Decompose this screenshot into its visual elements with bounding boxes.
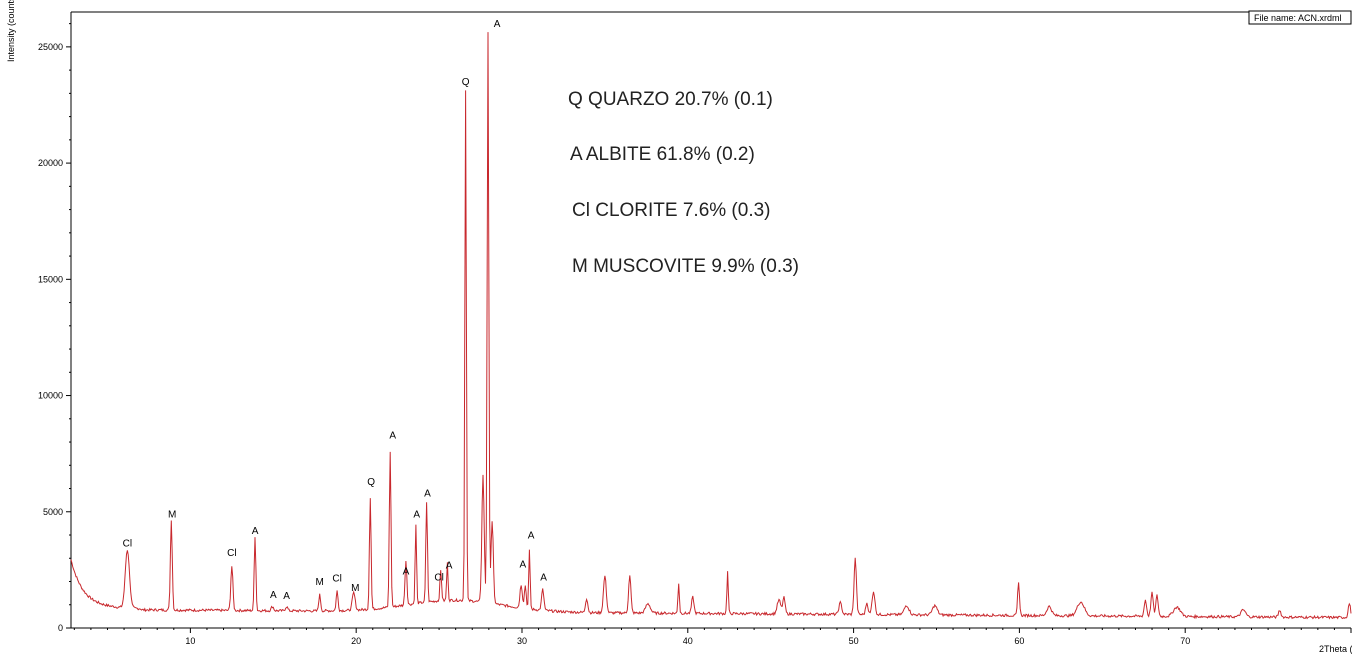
peak-label: M bbox=[316, 577, 324, 588]
peak-label: Cl bbox=[332, 574, 341, 585]
legend-entry: Cl CLORITE 7.6% (0.3) bbox=[572, 200, 771, 221]
y-tick-label: 5000 bbox=[43, 507, 63, 517]
axes: 0 5000 10000 15000 20000 25000 10 20 30 40 50 60 70 bbox=[38, 11, 1352, 646]
peak-label: M bbox=[351, 583, 359, 594]
peak-label: Q bbox=[462, 77, 470, 88]
legend-entry: A ALBITE 61.8% (0.2) bbox=[570, 144, 755, 165]
x-tick-label: 50 bbox=[849, 636, 859, 646]
peak-label: A bbox=[403, 567, 410, 578]
y-tick-label: 25000 bbox=[38, 42, 63, 52]
x-tick-label: 30 bbox=[517, 636, 527, 646]
plot-area bbox=[70, 32, 1352, 620]
diffraction-line bbox=[70, 32, 1352, 620]
x-tick-label: 40 bbox=[683, 636, 693, 646]
x-axis-label: 2Theta (°) bbox=[1319, 644, 1352, 654]
peak-label: Cl bbox=[227, 548, 236, 559]
peak-label: A bbox=[424, 489, 431, 500]
legend-entry: M MUSCOVITE 9.9% (0.3) bbox=[572, 256, 799, 277]
peak-label: A bbox=[413, 510, 420, 521]
y-axis-label: Intensity (counts) bbox=[6, 0, 16, 62]
file-name: File name: ACN.xrdml bbox=[1254, 13, 1342, 23]
peak-label: A bbox=[519, 560, 526, 571]
peak-label: A bbox=[494, 19, 501, 30]
peak-label: A bbox=[270, 590, 277, 601]
x-tick-label: 60 bbox=[1014, 636, 1024, 646]
legend: Q QUARZO 20.7% (0.1) A ALBITE 61.8% (0.2)… bbox=[568, 89, 799, 277]
peak-label: A bbox=[446, 561, 453, 572]
y-tick-label: 0 bbox=[58, 623, 63, 633]
peak-label: M bbox=[168, 510, 176, 521]
legend-entry: Q QUARZO 20.7% (0.1) bbox=[568, 89, 773, 110]
peak-label: Q bbox=[367, 477, 375, 488]
y-tick-label: 10000 bbox=[38, 391, 63, 401]
peak-label: Cl bbox=[123, 539, 132, 550]
peak-label: A bbox=[252, 526, 259, 537]
peak-label: A bbox=[528, 531, 535, 542]
y-tick-label: 20000 bbox=[38, 158, 63, 168]
peak-label: A bbox=[283, 591, 290, 602]
y-tick-label: 15000 bbox=[38, 274, 63, 284]
peak-label: A bbox=[389, 431, 396, 442]
x-tick-label: 20 bbox=[351, 636, 361, 646]
x-tick-label: 10 bbox=[185, 636, 195, 646]
peak-label: A bbox=[540, 572, 547, 583]
file-name-box: File name: ACN.xrdml bbox=[1248, 10, 1352, 25]
peak-label: Cl bbox=[434, 572, 443, 583]
x-tick-label: 70 bbox=[1180, 636, 1190, 646]
